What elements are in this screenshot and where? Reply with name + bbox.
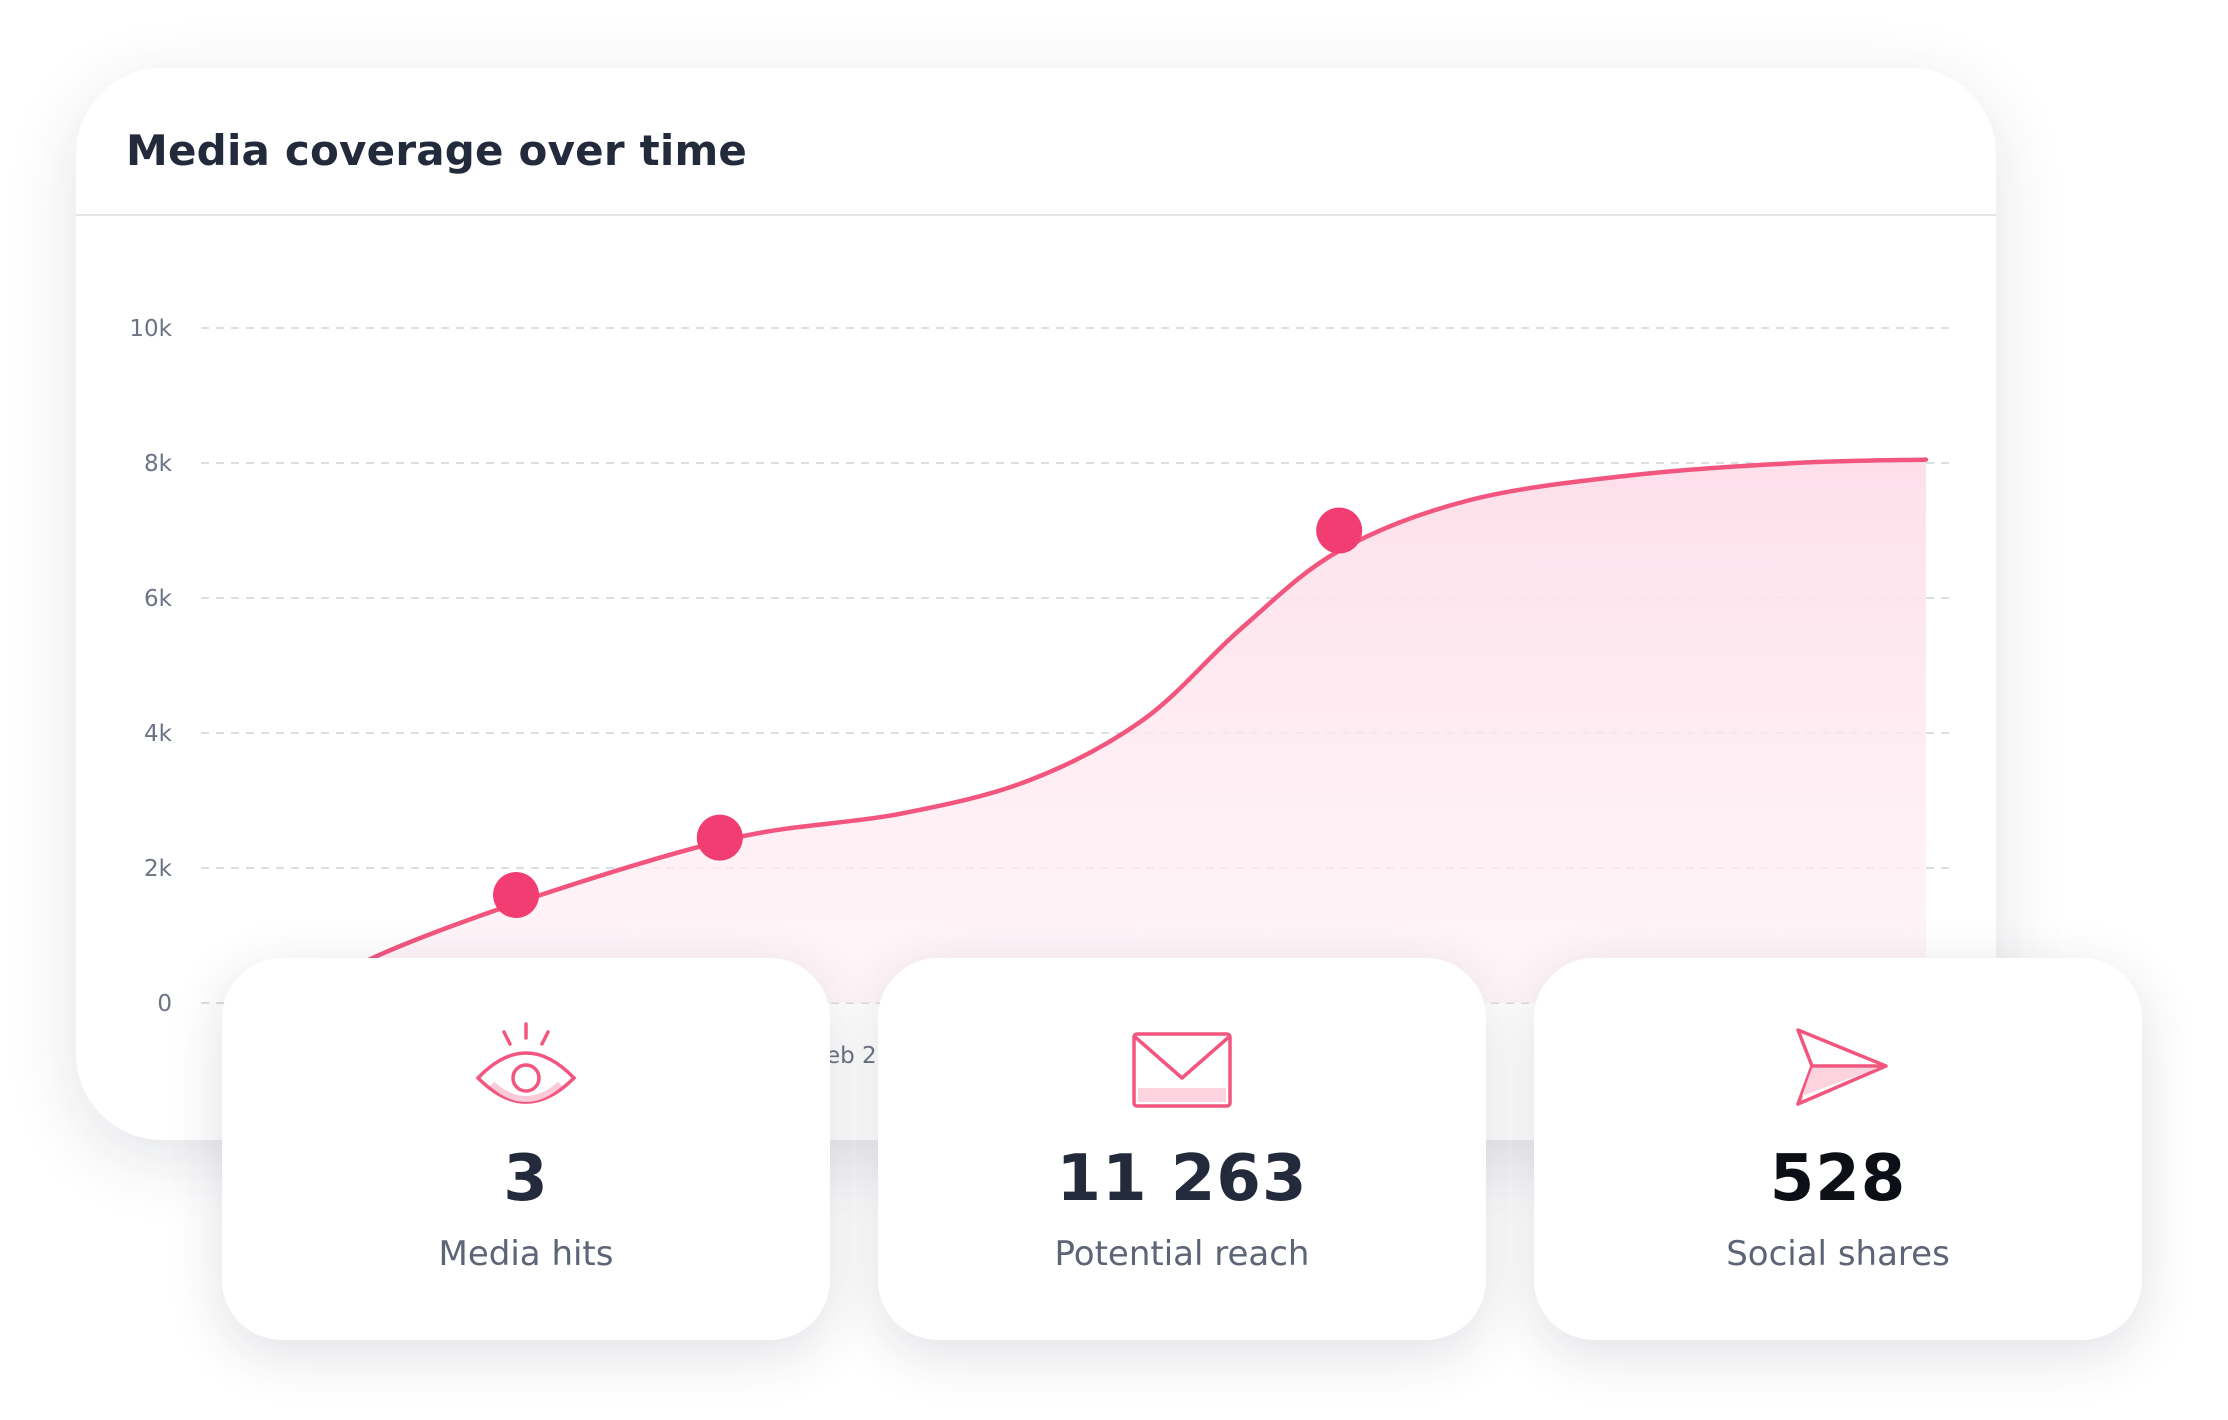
data-point-marker[interactable] [1316,507,1363,554]
y-tick-label: 0 [157,991,172,1017]
y-tick-label: 4k [144,721,173,747]
stat-value: 528 [1769,1142,1907,1216]
y-tick-label: 10k [129,316,172,342]
series-area-fill [296,459,1926,1003]
series-line [293,457,1929,1006]
stat-value: 11 263 [1056,1142,1308,1216]
eye-icon [475,1022,577,1104]
stat-card-media-hits: 3 Media hits [222,958,830,1340]
stat-label: Media hits [438,1234,614,1274]
paper-plane-icon [1796,1028,1888,1106]
stat-label: Social shares [1726,1234,1950,1274]
stat-value: 3 [503,1142,549,1216]
stat-card-potential-reach: 11 263 Potential reach [878,958,1486,1340]
x-tick-label: eb 2 [826,1043,877,1069]
stat-card-social-shares: 528 Social shares [1534,958,2142,1340]
y-tick-label: 6k [144,586,173,612]
y-tick-label: 2k [144,856,173,882]
y-tick-label: 8k [144,451,173,477]
stat-label: Potential reach [1054,1234,1310,1274]
data-point-marker[interactable] [493,872,540,918]
chart-title: Media coverage over time [126,126,748,175]
card-divider [76,214,1996,216]
envelope-icon [1132,1032,1232,1108]
data-point-marker[interactable] [696,814,743,861]
